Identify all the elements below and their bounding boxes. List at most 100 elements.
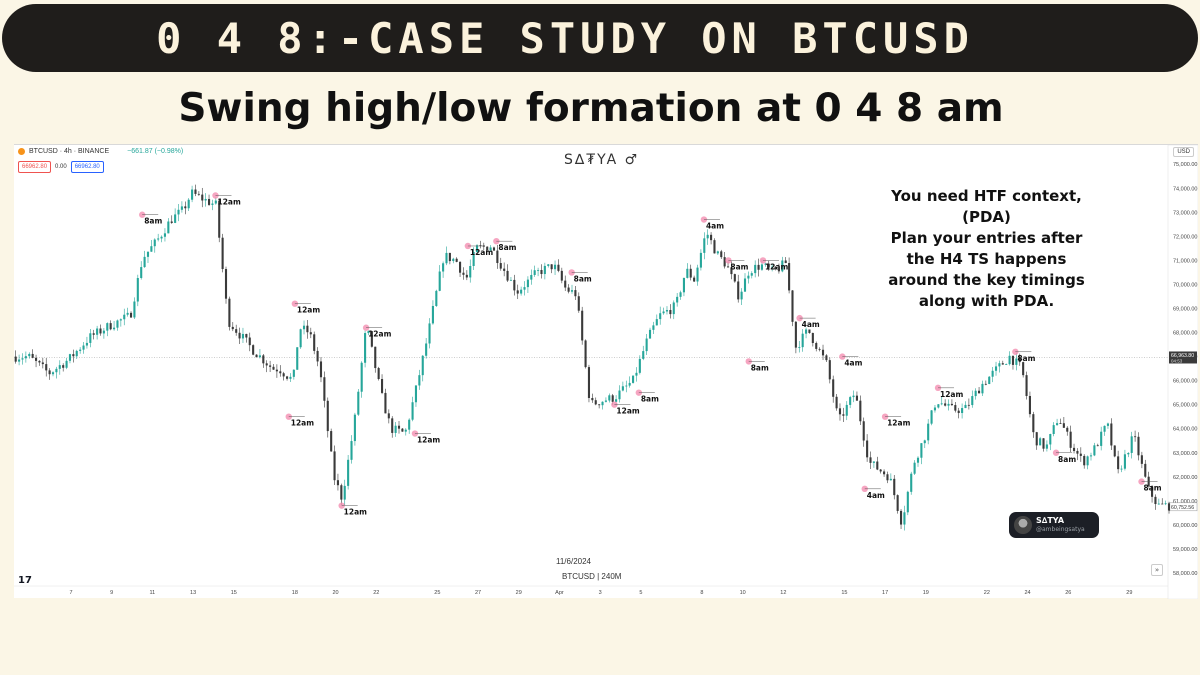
candle-body	[146, 251, 150, 257]
candle-body	[99, 328, 102, 334]
candle-body	[116, 320, 119, 328]
candle-body	[1161, 503, 1164, 505]
candle-body	[85, 342, 88, 346]
note-line: around the key timings	[888, 271, 1085, 289]
candle-body	[1072, 447, 1076, 451]
candle-body	[306, 325, 309, 333]
sell-price-button[interactable]: 66962.80	[18, 161, 52, 173]
candle-body	[1167, 503, 1171, 511]
x-tick-label: 17	[882, 590, 888, 596]
candle-body	[740, 291, 743, 300]
candle-body	[330, 431, 333, 452]
candle-body	[486, 246, 489, 251]
x-tick-label: 10	[740, 590, 746, 596]
candle-body	[632, 375, 635, 383]
candle-body	[757, 264, 760, 270]
candle-body	[784, 260, 787, 264]
candle-body	[475, 245, 479, 253]
candle-body	[747, 275, 750, 279]
x-tick-label: 18	[292, 590, 298, 596]
page-subtitle: Swing high/low formation at 0 4 8 am	[178, 86, 1004, 131]
candle-body	[282, 373, 285, 377]
note-line: You need HTF context,	[891, 187, 1082, 205]
candle-body	[72, 354, 75, 357]
candle-body	[811, 332, 814, 344]
candle-body	[866, 440, 869, 458]
candle-body	[947, 403, 950, 406]
candle-body	[1134, 436, 1137, 438]
page-title: 0 4 8:-CASE STUDY ON BTCUSD	[156, 13, 974, 63]
candle-body	[642, 351, 645, 359]
candle-body	[418, 375, 421, 386]
candle-body	[465, 274, 468, 278]
candle-body	[971, 396, 974, 406]
candle-body	[231, 326, 234, 330]
candle-body	[625, 385, 628, 387]
candle-body	[798, 347, 801, 348]
chart-panel[interactable]: 58,000.00 59,000.00 60,000.00 61,000.00 62,0…	[14, 144, 1198, 599]
candle-body	[591, 397, 594, 401]
scroll-to-realtime-icon[interactable]: »	[1151, 564, 1163, 576]
candle-body	[933, 407, 937, 411]
candle-body	[906, 491, 909, 513]
candle-body	[686, 268, 689, 278]
x-tick-label: 3	[599, 590, 602, 596]
swing-time-label: 12am	[470, 248, 493, 257]
candle-body	[1123, 454, 1126, 469]
candle-body	[618, 390, 621, 400]
y-tick-label: 71,000.00	[1173, 258, 1197, 264]
buy-price-button[interactable]: 66962.80	[70, 161, 104, 173]
candle-body	[302, 325, 306, 330]
x-tick-label: 20	[333, 590, 339, 596]
candle-body	[214, 200, 217, 204]
candle-body	[1144, 463, 1147, 477]
candle-body	[974, 390, 977, 397]
candle-body	[615, 399, 618, 402]
candle-body	[496, 250, 499, 264]
swing-time-label: 8am	[144, 217, 162, 226]
candle-body	[838, 408, 842, 415]
spread-value: 0.00	[55, 164, 67, 170]
candlestick-chart[interactable]: 58,000.00 59,000.00 60,000.00 61,000.00 62,0…	[14, 145, 1198, 599]
candle-body	[1001, 363, 1004, 365]
swing-time-label: 8am	[1144, 484, 1162, 493]
candle-body	[788, 263, 791, 291]
candle-body	[174, 214, 177, 223]
candle-body	[245, 333, 248, 338]
candle-body	[940, 403, 943, 405]
candle-body	[286, 376, 289, 379]
candle-body	[832, 379, 835, 397]
candle-body	[821, 349, 825, 356]
candle-body	[815, 343, 818, 349]
candle-body	[133, 301, 136, 318]
candle-body	[459, 261, 462, 273]
candle-body	[347, 459, 350, 486]
current-price-label: 66,963.80	[1171, 353, 1194, 359]
candle-body	[58, 365, 61, 369]
candle-body	[14, 356, 17, 362]
candle-body	[574, 290, 577, 297]
swing-time-label: 12am	[765, 262, 788, 271]
swing-time-label: 12am	[291, 419, 314, 428]
candle-body	[272, 366, 275, 370]
x-tick-label: 29	[1126, 590, 1132, 596]
candle-body	[676, 296, 679, 303]
candle-body	[408, 419, 411, 430]
candle-body	[699, 252, 702, 268]
candle-body	[340, 485, 343, 500]
x-tick-label: 24	[1025, 590, 1031, 596]
candle-body	[564, 280, 567, 288]
x-tick-label: 22	[373, 590, 379, 596]
y-tick-label: 60,000.00	[1173, 523, 1197, 529]
candle-body	[377, 368, 380, 380]
candle-body	[499, 263, 502, 269]
candle-body	[927, 423, 930, 441]
candle-body	[923, 440, 926, 444]
candle-body	[601, 401, 604, 406]
candle-body	[553, 264, 557, 270]
candle-body	[184, 206, 187, 209]
candle-body	[594, 400, 597, 405]
currency-badge[interactable]: USD	[1173, 147, 1194, 157]
candle-body	[886, 474, 889, 481]
candle-body	[252, 345, 255, 355]
